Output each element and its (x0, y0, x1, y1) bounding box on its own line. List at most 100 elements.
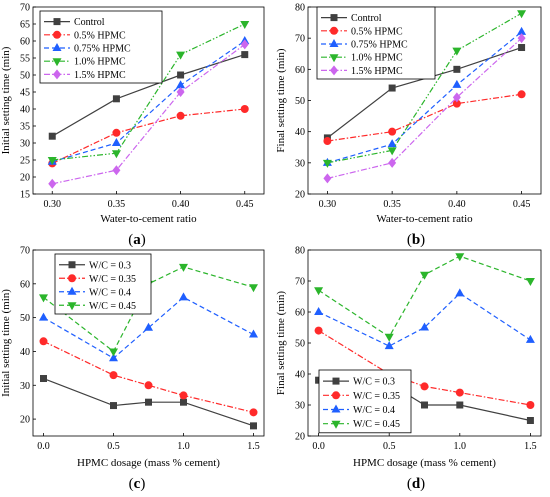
data-point (314, 287, 324, 296)
x-tick-label: 0.40 (448, 199, 466, 210)
legend-label: 1.0% HPMC (351, 53, 403, 64)
data-point (314, 307, 324, 315)
data-point (249, 408, 258, 417)
chart-panel-a: 15 20 25 30 35 40 45 50 55 60 65 70 0.30 0.35 0.40 0.45… (0, 3, 265, 248)
legend-marker (53, 30, 61, 39)
x-tick-label: 0.35 (383, 199, 401, 210)
legend: Control 0.5% HPMC 0.75% HPMC 1.0% HPMC 1.5% … (39, 10, 163, 84)
panel-label: (b) (407, 232, 425, 248)
series-2 (322, 26, 527, 166)
x-tick-label: 0.5 (107, 441, 120, 452)
data-point (455, 288, 465, 297)
data-point (240, 21, 250, 29)
series-line (327, 12, 522, 164)
legend-label: W/C = 0.35 (89, 274, 136, 285)
y-tick-label: 30 (295, 401, 305, 412)
data-point (144, 322, 153, 331)
y-tick-label: 50 (20, 71, 30, 82)
y-tick-label: 30 (20, 381, 30, 392)
series-line (51, 54, 245, 137)
legend-marker (330, 65, 338, 76)
data-point (517, 33, 526, 44)
panel-label-close: ) (141, 232, 146, 248)
legend-label: 0.5% HPMC (351, 26, 403, 37)
legend-label: 1.0% HPMC (74, 57, 126, 68)
y-axis: 20 30 40 50 60 70 80 (295, 3, 311, 201)
legend-label: W/C = 0.3 (89, 260, 131, 271)
y-tick-label: 20 (20, 173, 30, 184)
data-point (39, 337, 48, 346)
legend-marker (67, 302, 77, 311)
data-point (249, 329, 258, 338)
y-tick-label: 45 (20, 88, 30, 99)
legend-label: Control (351, 13, 382, 24)
x-axis: 0.30 0.35 0.40 0.45 (319, 191, 531, 210)
legend-label: 1.5% HPMC (351, 66, 403, 77)
y-tick-label: 60 (20, 279, 30, 290)
data-point (48, 132, 56, 140)
panel-label-close: ) (420, 476, 425, 492)
series-0 (48, 51, 249, 140)
x-axis-label: Water-to-cement ratio (376, 213, 473, 225)
data-point (315, 376, 323, 384)
legend-marker (67, 286, 77, 295)
y-tick-label: 20 (295, 190, 305, 201)
data-point (241, 51, 249, 59)
y-axis: 20 30 40 50 60 70 (20, 246, 36, 426)
data-point (177, 71, 185, 79)
x-tick-label: 0.30 (44, 199, 62, 210)
data-point (145, 398, 152, 406)
data-point (176, 51, 186, 60)
plot-frame (32, 249, 265, 437)
legend-marker (329, 54, 339, 63)
y-tick-label: 70 (295, 277, 305, 288)
x-tick-label: 1.0 (454, 441, 467, 452)
legend-label: 0.75% HPMC (74, 44, 131, 55)
data-point (39, 294, 48, 303)
data-point (176, 87, 185, 97)
data-point (452, 47, 462, 56)
data-point (179, 263, 188, 272)
data-point (387, 147, 397, 156)
legend-marker (52, 58, 62, 67)
legend-label: 0.75% HPMC (351, 40, 408, 51)
data-point (176, 80, 186, 89)
legend-marker (68, 261, 76, 269)
data-point (517, 26, 527, 35)
x-axis: 0.0 0.5 1.0 1.5 (37, 433, 260, 452)
panel-label-letter: c (134, 476, 141, 492)
x-tick-label: 1.5 (247, 441, 260, 452)
data-point (144, 381, 153, 390)
legend-marker (68, 274, 76, 283)
y-axis: 15 20 25 30 35 40 45 50 55 60 65 70 (20, 3, 36, 201)
y-tick-label: 40 (295, 127, 305, 138)
x-tick-label: 0.45 (236, 199, 254, 210)
series-line (51, 108, 245, 164)
x-axis-label: Water-to-cement ratio (100, 213, 197, 225)
y-axis-label: Initial setting time (min) (0, 46, 12, 154)
data-point (517, 90, 526, 99)
x-tick-label: 0.40 (172, 199, 190, 210)
data-point (109, 348, 118, 357)
y-tick-label: 40 (20, 347, 30, 358)
data-point (40, 375, 47, 383)
legend-label: 1.5% HPMC (74, 70, 126, 81)
legend-label: W/C = 0.4 (89, 287, 131, 298)
legend-marker (53, 69, 61, 80)
legend-marker (53, 18, 61, 26)
legend-label: Control (74, 17, 105, 28)
series-1 (48, 105, 249, 168)
legend-marker (329, 39, 339, 47)
legend-label: W/C = 0.3 (353, 377, 395, 388)
data-point (452, 92, 461, 103)
y-tick-label: 35 (20, 122, 30, 133)
y-tick-label: 55 (20, 54, 30, 65)
series-3 (322, 10, 527, 168)
data-point (526, 401, 535, 409)
data-point (240, 105, 249, 113)
y-tick-label: 40 (295, 370, 305, 381)
series-line (43, 296, 254, 359)
legend-marker (330, 26, 338, 35)
x-tick-label: 0.45 (513, 199, 531, 210)
y-tick-label: 80 (295, 246, 305, 257)
